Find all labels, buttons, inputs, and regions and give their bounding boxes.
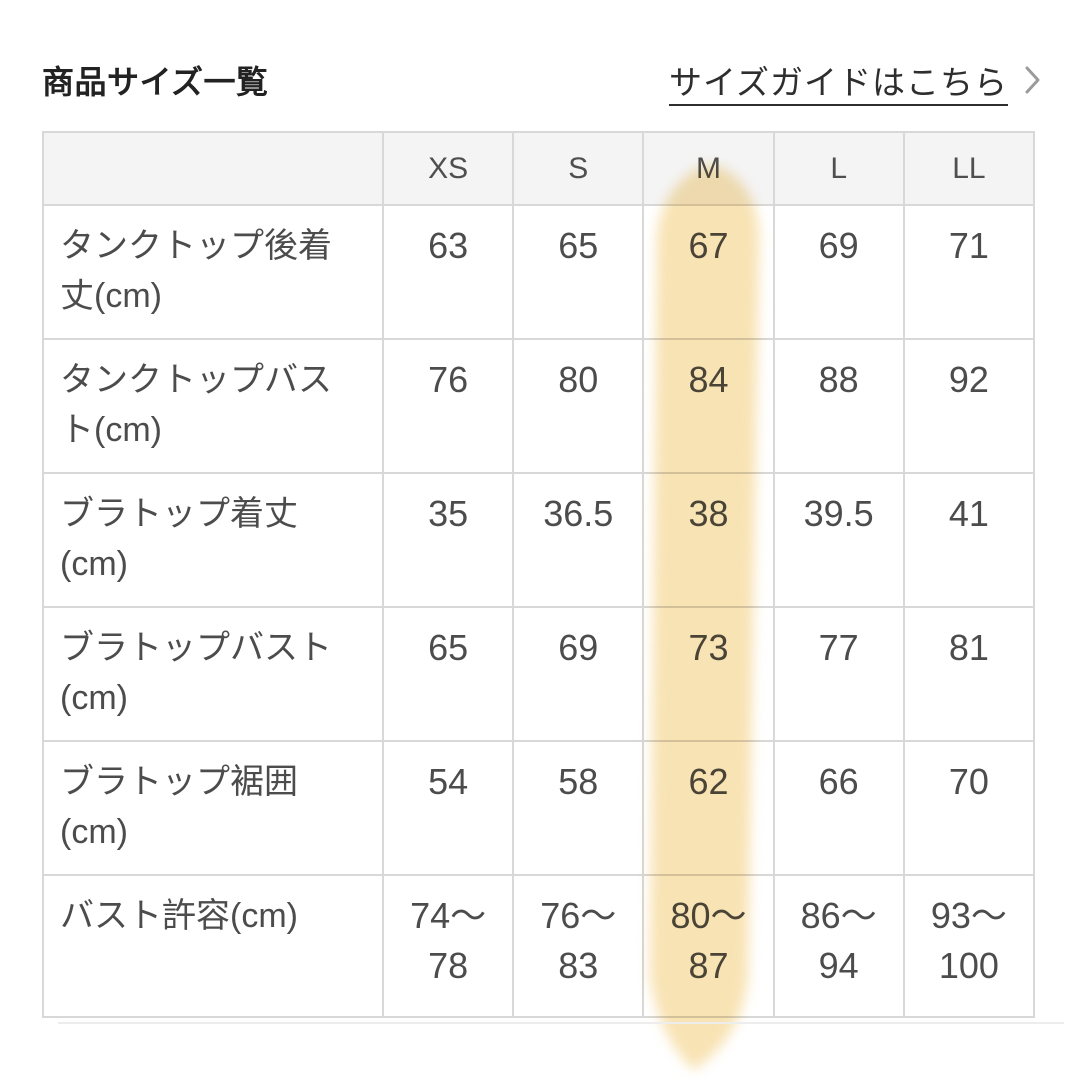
column-header-l: L: [772, 131, 905, 206]
column-header-xs: XS: [381, 131, 515, 206]
cell-value: 41: [902, 472, 1036, 608]
chevron-right-icon[interactable]: [1024, 64, 1042, 96]
cell-value: 36.5: [512, 472, 645, 608]
product-size-table: XS S M L LL タンクトップ後着 丈(cm) 63 65 67 69 7…: [42, 131, 1036, 1018]
cell-value: 54: [381, 740, 515, 876]
cell-value: 76: [381, 338, 515, 474]
size-section-header: 商品サイズ一覧 サイズガイドはこちら: [42, 48, 1042, 112]
column-header-s: S: [512, 131, 645, 206]
cell-value: 63: [381, 204, 515, 340]
cell-value: 69: [772, 204, 905, 340]
column-header-m: M: [642, 131, 775, 206]
cell-value-highlighted: 84: [642, 338, 775, 474]
cell-value: 35: [381, 472, 515, 608]
table-row-bust-allowance: バスト許容(cm) 74〜 78 76〜 83 80〜 87 86〜 94 93…: [42, 874, 1036, 1018]
table-row-tanktop-bust: タンクトップバス ト(cm) 76 80 84 88 92: [42, 338, 1036, 474]
cell-value: 58: [512, 740, 645, 876]
cell-value: 88: [772, 338, 905, 474]
cell-value: 39.5: [772, 472, 905, 608]
row-label: ブラトップバスト (cm): [42, 606, 384, 742]
row-label: ブラトップ着丈 (cm): [42, 472, 384, 608]
row-label: タンクトップバス ト(cm): [42, 338, 384, 474]
table-row-bratop-length: ブラトップ着丈 (cm) 35 36.5 38 39.5 41: [42, 472, 1036, 608]
cell-value-highlighted: 62: [642, 740, 775, 876]
table-row-bratop-bust: ブラトップバスト (cm) 65 69 73 77 81: [42, 606, 1036, 742]
cell-value: 80: [512, 338, 645, 474]
cell-value: 65: [512, 204, 645, 340]
size-guide-link[interactable]: サイズガイドはこちら: [668, 64, 1008, 101]
cell-value: 77: [772, 606, 905, 742]
cell-value: 86〜 94: [772, 874, 905, 1018]
cell-value-highlighted: 67: [642, 204, 775, 340]
cell-value-highlighted: 73: [642, 606, 775, 742]
page-title: 商品サイズ一覧: [42, 64, 269, 100]
cell-value: 81: [902, 606, 1036, 742]
cell-value: 76〜 83: [512, 874, 645, 1018]
row-label: バスト許容(cm): [42, 874, 384, 1018]
column-header-ll: LL: [902, 131, 1036, 206]
size-guide-link-group[interactable]: サイズガイドはこちら: [669, 56, 1042, 104]
size-header-row: XS S M L LL: [42, 131, 1036, 206]
row-label: ブラトップ裾囲 (cm): [42, 740, 384, 876]
section-divider-line: [58, 1022, 1064, 1024]
cell-value: 71: [902, 204, 1036, 340]
cell-value: 92: [902, 338, 1036, 474]
cell-value: 66: [772, 740, 905, 876]
table-row-bratop-hem: ブラトップ裾囲 (cm) 54 58 62 66 70: [42, 740, 1036, 876]
column-header-blank: [42, 131, 384, 206]
cell-value-highlighted: 80〜 87: [642, 874, 775, 1018]
cell-value: 69: [512, 606, 645, 742]
cell-value: 65: [381, 606, 515, 742]
table-row-tanktop-back-length: タンクトップ後着 丈(cm) 63 65 67 69 71: [42, 204, 1036, 340]
cell-value: 74〜 78: [381, 874, 515, 1018]
cell-value: 70: [902, 740, 1036, 876]
cell-value: 93〜 100: [902, 874, 1036, 1018]
row-label: タンクトップ後着 丈(cm): [42, 204, 384, 340]
cell-value-highlighted: 38: [642, 472, 775, 608]
